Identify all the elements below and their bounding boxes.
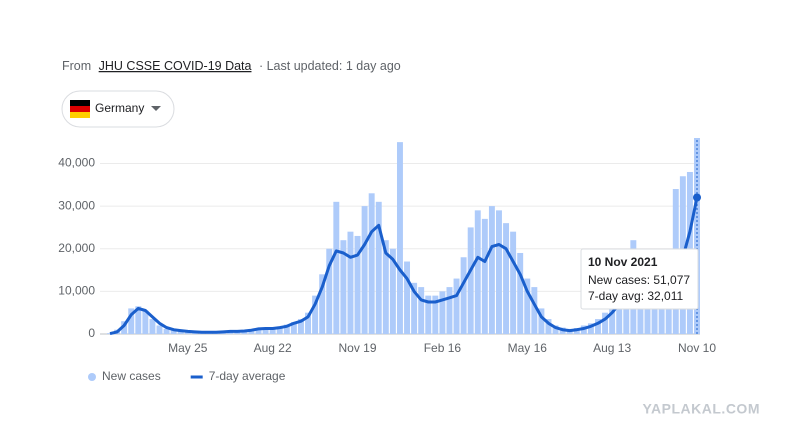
bar [418,287,425,334]
bar [517,252,524,334]
bar [552,325,559,334]
bar [347,231,354,334]
watermark: YAPLAKAL.COM [643,401,761,417]
bar [255,328,262,334]
legend-label: 7-day average [209,369,286,383]
bar [290,322,297,334]
bar [510,231,517,334]
legend-swatch [88,373,96,381]
bar [531,287,538,334]
bar [411,282,418,334]
x-tick-label: Aug 22 [254,341,292,355]
bar [142,310,149,334]
bar [340,240,347,334]
bar [121,321,128,334]
flag-stripe [70,100,90,106]
x-tick-label: May 25 [168,341,208,355]
country-selector[interactable]: Germany [61,90,175,128]
bar [602,312,609,334]
bar [488,206,495,334]
hover-point [693,193,701,202]
bar [474,210,481,334]
source-prefix: From [62,59,91,73]
x-tick-label: Nov 19 [339,341,377,355]
flag-stripe [70,112,90,118]
bar [432,295,439,334]
bar [524,278,531,334]
bar [128,308,135,334]
x-tick-label: Aug 13 [593,341,631,355]
bar [319,274,326,334]
legend-label: New cases [102,369,161,383]
source-link[interactable]: JHU CSSE COVID-19 Data [99,59,252,73]
bar [354,235,361,334]
bar [333,201,340,334]
bar [467,227,474,334]
source-suffix: · Last updated: 1 day ago [259,59,401,73]
y-tick-label: 10,000 [58,284,95,298]
bar [262,328,269,334]
bar [375,201,382,334]
x-tick-label: May 16 [508,341,548,355]
x-tick-label: Nov 10 [678,341,716,355]
x-tick-label: Feb 16 [424,341,462,355]
bar [276,328,283,334]
bar [269,327,276,334]
bar [297,319,304,334]
flag-stripe [70,106,90,112]
bar [538,308,545,334]
bar [382,240,389,334]
bar [248,329,255,334]
bar [149,319,156,334]
bar [389,248,396,334]
bar [312,295,319,334]
source-line: From JHU CSSE COVID-19 Data · Last updat… [62,59,401,73]
bar [595,319,601,334]
bar [496,210,502,334]
bar [453,278,460,334]
line [109,197,699,335]
y-tick-label: 20,000 [58,241,95,255]
tooltip: 10 Nov 2021 New cases: 51,077 7-day avg: 3… [580,248,699,310]
bar [135,306,142,334]
bar [361,206,368,334]
bar [184,331,191,334]
bar [177,331,184,334]
tooltip-line: New cases: 51,077 [588,273,690,287]
bar [368,193,375,334]
selector-label[interactable]: Germany [95,101,144,115]
bar [396,142,403,334]
tooltip-date: 10 Nov 2021 [588,255,658,269]
y-tick-label: 30,000 [58,198,95,212]
bar [616,291,623,334]
tooltip-line: 7-day avg: 32,011 [588,289,684,303]
bar [283,324,290,334]
bar [305,312,311,334]
y-tick-label: 0 [88,326,95,340]
y-tick-label: 40,000 [58,156,95,170]
dropdown-arrow [151,106,161,111]
bar [446,287,453,334]
bar [481,218,488,334]
plot: 0 10,000 20,000 30,000 40,000 May 25 Aug 22 Nov… [58,138,716,383]
bar [156,325,163,334]
bar [503,223,510,334]
bar [545,319,552,334]
bar [439,291,446,334]
bar [404,261,411,334]
bar [326,248,333,334]
bar [234,331,241,334]
bar [460,257,467,334]
bar [170,329,177,334]
tooltip-box [580,248,699,310]
bar [609,304,616,334]
bar [587,323,594,334]
bar [425,295,432,334]
bar [163,328,170,334]
